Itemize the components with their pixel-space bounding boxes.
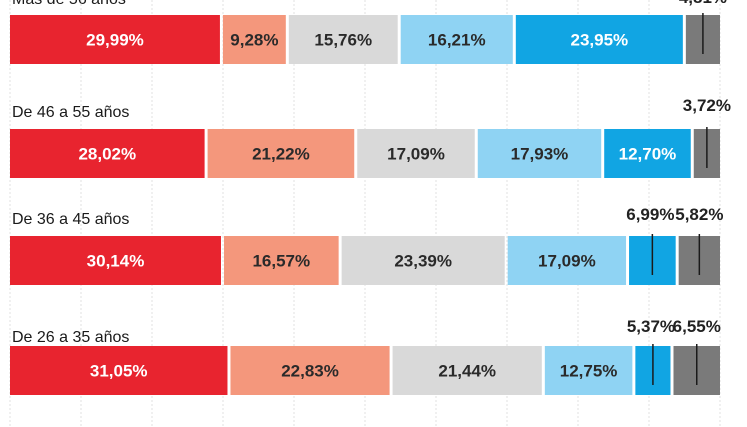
segment-label: 17,09%	[538, 252, 596, 271]
outside-label: 5,37%	[627, 317, 675, 336]
bar-segment	[544, 346, 633, 395]
bar-segment	[477, 129, 602, 178]
bar-row: Más de 56 años 29,99% 9,28% 15,76% 16,21% 23,…	[10, 0, 727, 64]
row-label: De 26 a 35 años	[12, 329, 129, 346]
segment-label: 28,02%	[78, 145, 136, 164]
bar-segment	[230, 346, 390, 395]
bar-segment	[223, 236, 339, 285]
segment-label: 30,14%	[87, 252, 145, 271]
bar-row: De 36 a 45 años 30,14% 16,57% 23,39% 17,09% 6…	[10, 205, 723, 285]
outside-label: 6,99%	[626, 205, 674, 224]
row-label: Más de 56 años	[12, 0, 126, 8]
segment-label: 21,44%	[438, 362, 496, 381]
segment-label: 12,75%	[560, 362, 618, 381]
segment-label: 17,93%	[511, 145, 569, 164]
bar-row: De 26 a 35 años 31,05% 22,83% 21,44% 12,75% 5…	[10, 317, 721, 395]
segment-label: 22,83%	[281, 362, 339, 381]
bar-segment	[604, 129, 691, 178]
segment-label: 12,70%	[619, 145, 677, 164]
outside-label: 3,72%	[683, 96, 731, 115]
segment-label: 16,57%	[252, 252, 310, 271]
bar-segment	[341, 236, 505, 285]
outside-label: 6,55%	[673, 317, 721, 336]
segment-label: 15,76%	[314, 31, 372, 50]
segment-label: 23,39%	[394, 252, 452, 271]
bar-segment	[515, 15, 683, 64]
bar-segment	[10, 15, 220, 64]
segment-label: 16,21%	[428, 31, 486, 50]
bar-segment	[357, 129, 475, 178]
bar-segment	[10, 346, 228, 395]
bar-segment	[400, 15, 513, 64]
bar-segment	[10, 129, 205, 178]
segment-label: 23,95%	[570, 31, 628, 50]
bar-segment	[10, 236, 221, 285]
outside-label: 4,81%	[679, 0, 727, 7]
bar-segment	[222, 15, 286, 64]
segment-label: 29,99%	[86, 31, 144, 50]
row-label: De 36 a 45 años	[12, 211, 129, 228]
bar-row: De 46 a 55 años 28,02% 21,22% 17,09% 17,93% 1…	[10, 96, 731, 178]
segment-label: 31,05%	[90, 362, 148, 381]
segment-label: 17,09%	[387, 145, 445, 164]
segment-label: 9,28%	[230, 31, 278, 50]
row-label: De 46 a 55 años	[12, 104, 129, 121]
bar-segment	[507, 236, 627, 285]
grid	[9, 0, 721, 427]
bar-segment	[392, 346, 542, 395]
segment-label: 21,22%	[252, 145, 310, 164]
bar-segment	[288, 15, 398, 64]
bar-segment	[207, 129, 355, 178]
outside-label: 5,82%	[675, 205, 723, 224]
